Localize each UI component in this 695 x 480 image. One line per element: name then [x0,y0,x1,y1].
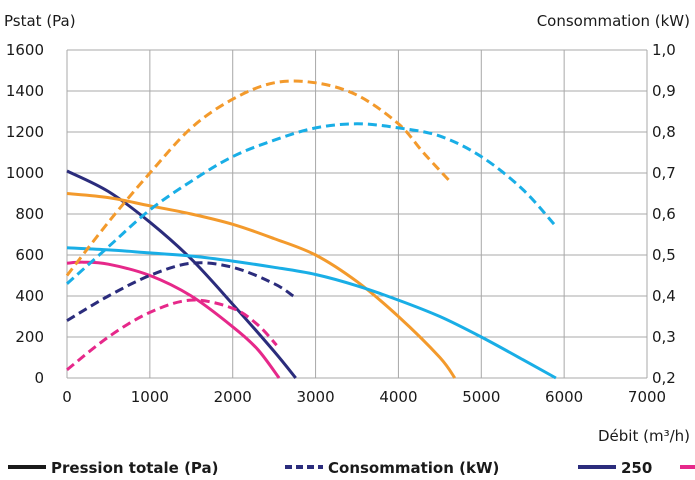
y-right-tick-label: 0,2 [652,369,676,387]
y-right-tick-label: 0,3 [652,328,676,346]
y-left-tick-label: 1200 [6,123,44,141]
y-right-tick-label: 0,8 [652,123,676,141]
x-tick-label: 7000 [628,388,666,406]
y-left-tick-label: 0 [34,369,44,387]
y-left-tick-label: 600 [15,246,44,264]
x-tick-label: 6000 [545,388,583,406]
tick-labels: 0 1000 2000 3000 4000 5000 6000 7000 0 200 400 600 8… [6,41,676,406]
y-left-tick-label: 1600 [6,41,44,59]
pressure-curve-3 [66,246,557,380]
y-right-tick-label: 0,5 [652,246,676,264]
y-right-tick-label: 1,0 [652,41,676,59]
legend-label: Pression totale (Pa) [51,459,219,477]
series-layer [65,79,558,380]
y-left-axis-title: Pstat (Pa) [4,12,76,30]
plot-grid [66,49,648,379]
legend-label: 250 [621,459,652,477]
y-right-tick-label: 0,7 [652,164,676,182]
legend: Pression totale (Pa) Consommation (kW) 250 [8,459,695,477]
y-left-tick-label: 400 [15,287,44,305]
x-tick-label: 5000 [462,388,500,406]
x-tick-label: 3000 [296,388,334,406]
x-tick-label: 0 [62,388,72,406]
y-left-tick-label: 1400 [6,82,44,100]
x-tick-label: 1000 [131,388,169,406]
y-left-tick-label: 1000 [6,164,44,182]
consumption-curve-6 [65,79,451,277]
y-right-tick-label: 0,6 [652,205,676,223]
consumption-curve-5 [66,298,278,371]
x-axis-title: Débit (m³/h) [598,427,690,445]
y-left-tick-label: 200 [15,328,44,346]
x-tick-label: 2000 [214,388,252,406]
pressure-curve-2 [66,192,457,379]
y-right-axis-title: Consommation (kW) [537,12,690,30]
legend-label: Consommation (kW) [328,459,499,477]
y-right-tick-label: 0,4 [652,287,676,305]
consumption-curve-4 [66,261,295,322]
y-left-tick-label: 800 [15,205,44,223]
pressure-curve-1 [66,260,281,379]
x-tick-label: 4000 [379,388,417,406]
y-right-tick-label: 0,9 [652,82,676,100]
pressure-curve-0 [66,169,297,379]
consumption-curve-7 [66,122,558,285]
